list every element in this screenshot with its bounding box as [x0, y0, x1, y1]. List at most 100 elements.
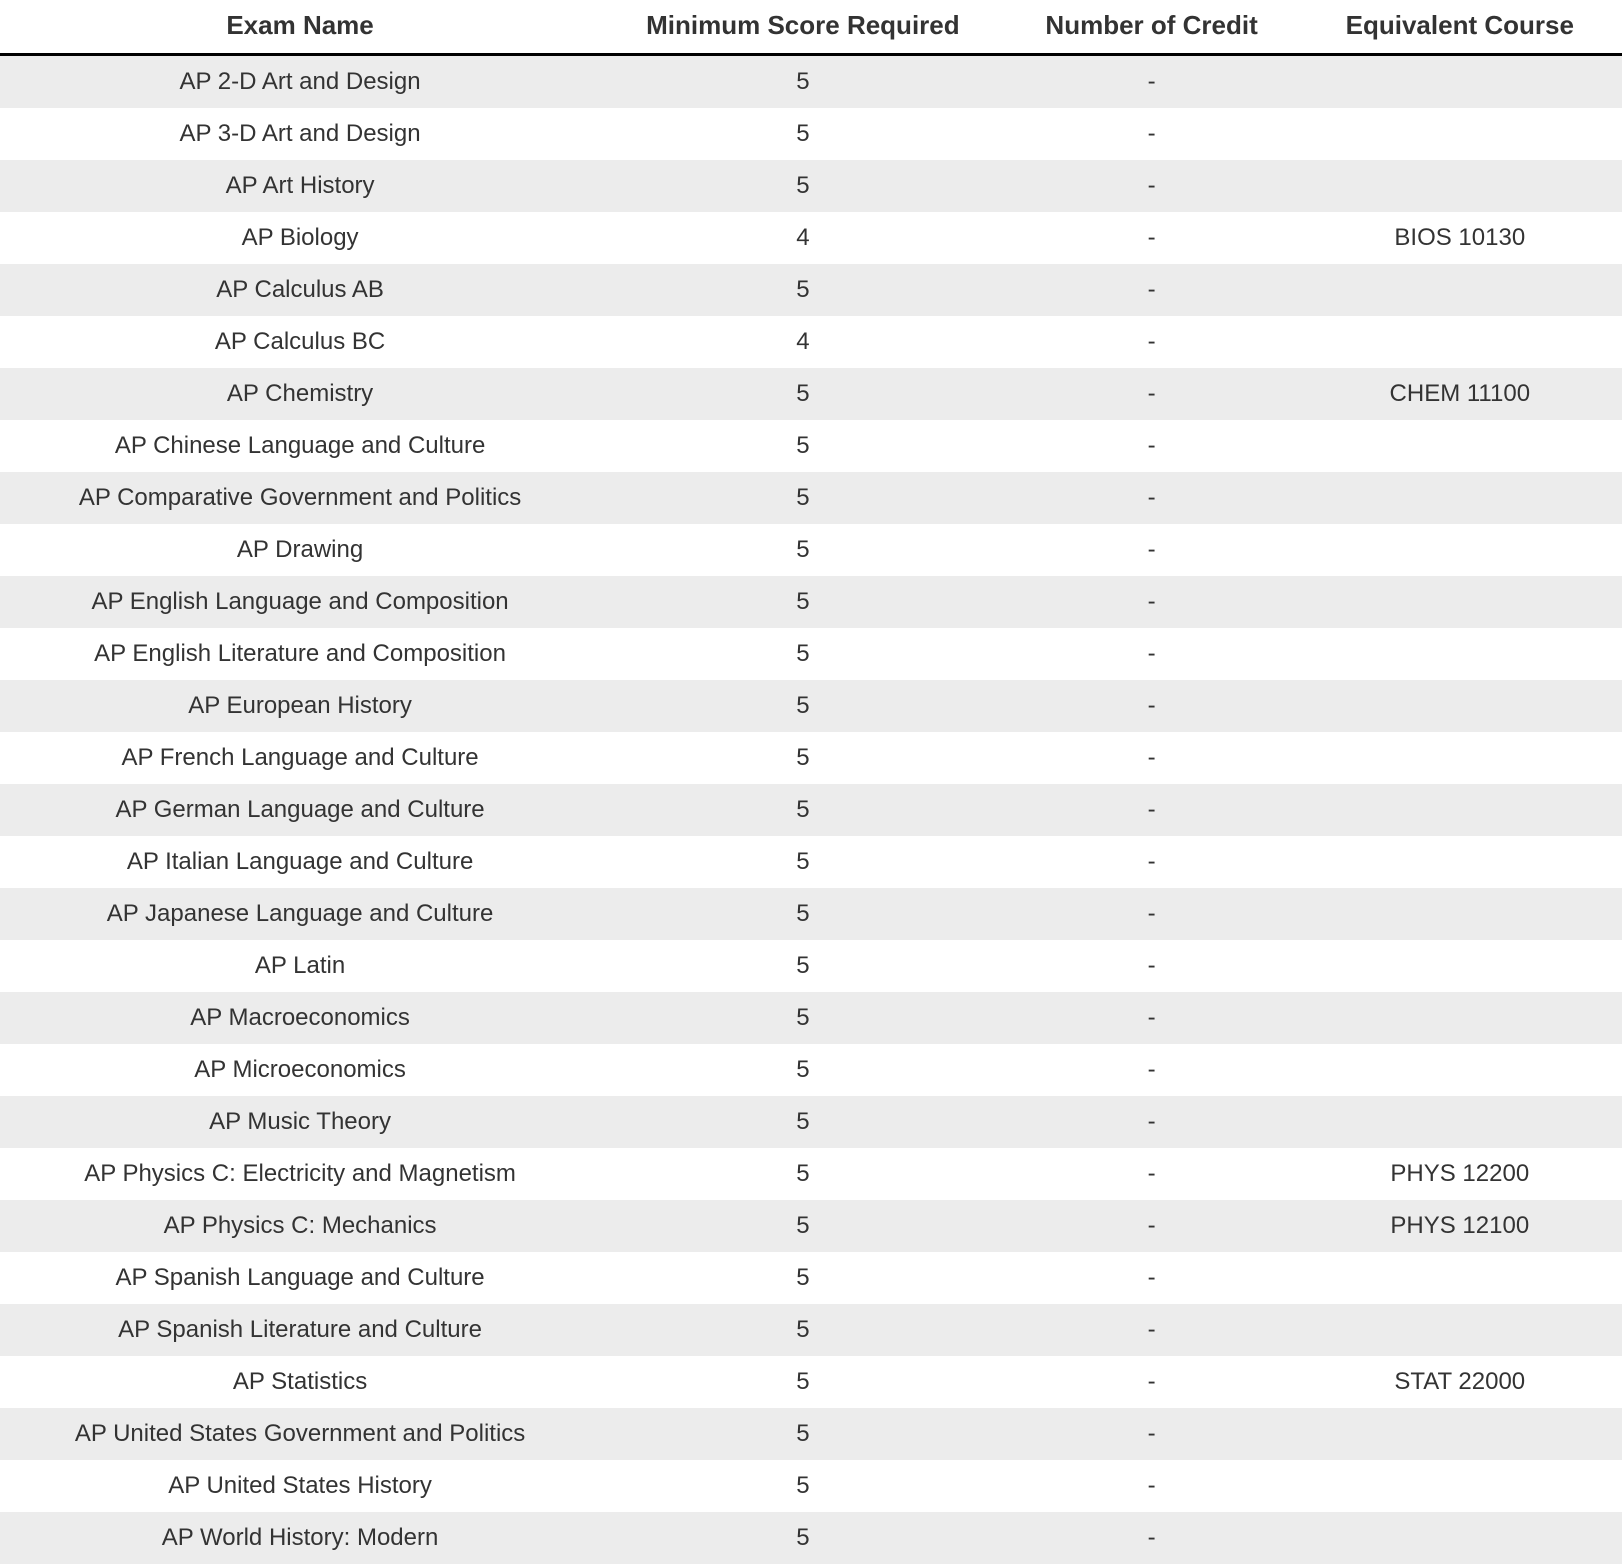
- table-row: AP Spanish Literature and Culture5-: [0, 1304, 1622, 1356]
- cell-num-credit: -: [1006, 160, 1298, 212]
- cell-equiv-course: [1298, 888, 1622, 940]
- table-row: AP Physics C: Electricity and Magnetism5…: [0, 1148, 1622, 1200]
- table-header-row: Exam Name Minimum Score Required Number …: [0, 0, 1622, 55]
- cell-num-credit: -: [1006, 680, 1298, 732]
- cell-exam-name: AP United States History: [0, 1460, 600, 1512]
- cell-min-score: 5: [600, 1148, 1006, 1200]
- table-row: AP English Language and Composition5-: [0, 576, 1622, 628]
- cell-equiv-course: [1298, 108, 1622, 160]
- cell-min-score: 5: [600, 680, 1006, 732]
- cell-num-credit: -: [1006, 524, 1298, 576]
- cell-equiv-course: [1298, 1304, 1622, 1356]
- table-row: AP 2-D Art and Design5-: [0, 55, 1622, 109]
- table-row: AP Italian Language and Culture5-: [0, 836, 1622, 888]
- cell-equiv-course: [1298, 992, 1622, 1044]
- cell-equiv-course: [1298, 264, 1622, 316]
- cell-num-credit: -: [1006, 940, 1298, 992]
- cell-equiv-course: STAT 22000: [1298, 1356, 1622, 1408]
- cell-equiv-course: PHYS 12100: [1298, 1200, 1622, 1252]
- cell-min-score: 5: [600, 888, 1006, 940]
- cell-exam-name: AP Macroeconomics: [0, 992, 600, 1044]
- cell-exam-name: AP Art History: [0, 160, 600, 212]
- table-row: AP Japanese Language and Culture5-: [0, 888, 1622, 940]
- cell-equiv-course: [1298, 472, 1622, 524]
- cell-num-credit: -: [1006, 1408, 1298, 1460]
- cell-exam-name: AP Comparative Government and Politics: [0, 472, 600, 524]
- cell-exam-name: AP 3-D Art and Design: [0, 108, 600, 160]
- cell-exam-name: AP French Language and Culture: [0, 732, 600, 784]
- table-row: AP Calculus AB5-: [0, 264, 1622, 316]
- cell-num-credit: -: [1006, 55, 1298, 109]
- cell-num-credit: -: [1006, 836, 1298, 888]
- cell-min-score: 5: [600, 108, 1006, 160]
- cell-exam-name: AP 2-D Art and Design: [0, 55, 600, 109]
- table-row: AP Physics C: Mechanics5-PHYS 12100: [0, 1200, 1622, 1252]
- cell-num-credit: -: [1006, 264, 1298, 316]
- col-header-num-credit: Number of Credit: [1006, 0, 1298, 55]
- table-row: AP Chemistry5-CHEM 11100: [0, 368, 1622, 420]
- table-row: AP 3-D Art and Design5-: [0, 108, 1622, 160]
- col-header-equiv-course: Equivalent Course: [1298, 0, 1622, 55]
- cell-equiv-course: [1298, 1408, 1622, 1460]
- cell-num-credit: -: [1006, 1200, 1298, 1252]
- cell-num-credit: -: [1006, 316, 1298, 368]
- cell-num-credit: -: [1006, 472, 1298, 524]
- table-row: AP Spanish Language and Culture5-: [0, 1252, 1622, 1304]
- table-row: AP Microeconomics5-: [0, 1044, 1622, 1096]
- cell-num-credit: -: [1006, 212, 1298, 264]
- cell-num-credit: -: [1006, 1304, 1298, 1356]
- cell-exam-name: AP Biology: [0, 212, 600, 264]
- table-row: AP European History5-: [0, 680, 1622, 732]
- cell-equiv-course: [1298, 836, 1622, 888]
- cell-exam-name: AP European History: [0, 680, 600, 732]
- cell-exam-name: AP Physics C: Mechanics: [0, 1200, 600, 1252]
- cell-equiv-course: [1298, 784, 1622, 836]
- cell-num-credit: -: [1006, 992, 1298, 1044]
- cell-equiv-course: [1298, 732, 1622, 784]
- cell-min-score: 5: [600, 628, 1006, 680]
- cell-equiv-course: [1298, 1460, 1622, 1512]
- cell-num-credit: -: [1006, 732, 1298, 784]
- cell-exam-name: AP Physics C: Electricity and Magnetism: [0, 1148, 600, 1200]
- cell-num-credit: -: [1006, 784, 1298, 836]
- cell-min-score: 5: [600, 1044, 1006, 1096]
- cell-num-credit: -: [1006, 888, 1298, 940]
- cell-min-score: 5: [600, 420, 1006, 472]
- cell-equiv-course: CHEM 11100: [1298, 368, 1622, 420]
- cell-exam-name: AP Chinese Language and Culture: [0, 420, 600, 472]
- table-row: AP Biology4-BIOS 10130: [0, 212, 1622, 264]
- cell-equiv-course: BIOS 10130: [1298, 212, 1622, 264]
- table-row: AP Comparative Government and Politics5-: [0, 472, 1622, 524]
- cell-min-score: 5: [600, 576, 1006, 628]
- table-row: AP United States History5-: [0, 1460, 1622, 1512]
- col-header-exam-name: Exam Name: [0, 0, 600, 55]
- cell-equiv-course: [1298, 524, 1622, 576]
- cell-min-score: 5: [600, 472, 1006, 524]
- cell-num-credit: -: [1006, 628, 1298, 680]
- cell-exam-name: AP United States Government and Politics: [0, 1408, 600, 1460]
- col-header-min-score: Minimum Score Required: [600, 0, 1006, 55]
- cell-exam-name: AP Music Theory: [0, 1096, 600, 1148]
- cell-exam-name: AP English Literature and Composition: [0, 628, 600, 680]
- cell-min-score: 5: [600, 836, 1006, 888]
- cell-exam-name: AP Spanish Language and Culture: [0, 1252, 600, 1304]
- table-row: AP French Language and Culture5-: [0, 732, 1622, 784]
- cell-min-score: 5: [600, 55, 1006, 109]
- cell-min-score: 5: [600, 992, 1006, 1044]
- cell-min-score: 5: [600, 1408, 1006, 1460]
- cell-min-score: 5: [600, 1096, 1006, 1148]
- cell-min-score: 5: [600, 160, 1006, 212]
- cell-exam-name: AP Microeconomics: [0, 1044, 600, 1096]
- cell-equiv-course: [1298, 576, 1622, 628]
- cell-exam-name: AP Calculus BC: [0, 316, 600, 368]
- table-row: AP Art History5-: [0, 160, 1622, 212]
- cell-num-credit: -: [1006, 1096, 1298, 1148]
- cell-min-score: 5: [600, 940, 1006, 992]
- cell-num-credit: -: [1006, 1356, 1298, 1408]
- cell-min-score: 5: [600, 524, 1006, 576]
- cell-num-credit: -: [1006, 1512, 1298, 1564]
- cell-exam-name: AP Spanish Literature and Culture: [0, 1304, 600, 1356]
- cell-exam-name: AP Italian Language and Culture: [0, 836, 600, 888]
- cell-equiv-course: [1298, 628, 1622, 680]
- cell-num-credit: -: [1006, 1460, 1298, 1512]
